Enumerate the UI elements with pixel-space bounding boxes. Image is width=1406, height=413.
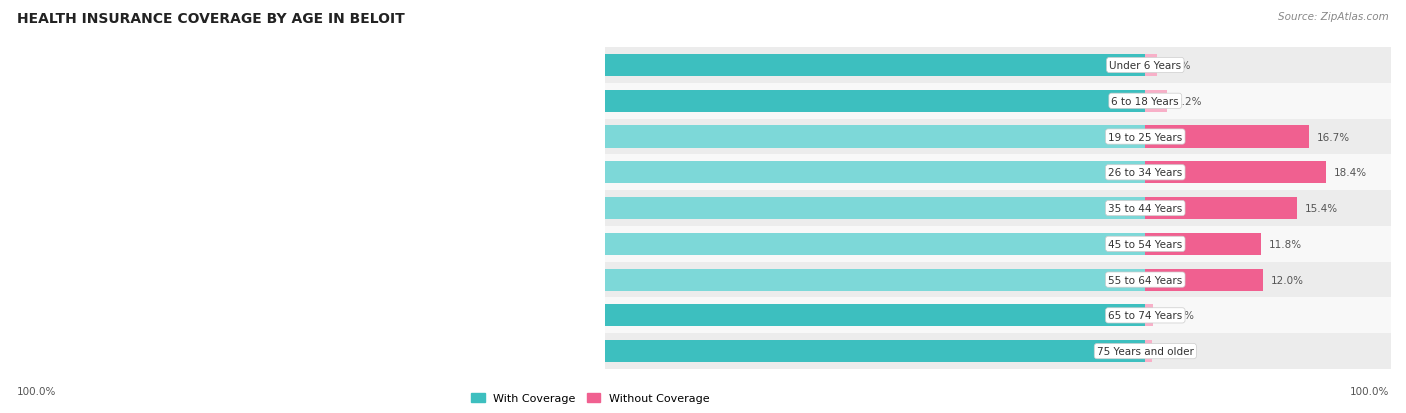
Bar <box>605 119 1391 155</box>
Bar <box>1146 304 1153 327</box>
Text: 26 to 34 Years: 26 to 34 Years <box>1108 168 1182 178</box>
Bar <box>1146 340 1152 362</box>
Text: 75 Years and older: 75 Years and older <box>1097 346 1194 356</box>
Text: 45 to 54 Years: 45 to 54 Years <box>1108 239 1182 249</box>
Bar <box>605 48 1391 84</box>
Text: 81.7%: 81.7% <box>352 168 388 178</box>
Bar <box>169 340 1146 362</box>
Bar <box>1146 233 1261 255</box>
Text: 88.1%: 88.1% <box>290 275 326 285</box>
Text: 100.0%: 100.0% <box>17 387 56 396</box>
Bar <box>1146 126 1309 148</box>
Text: 1.2%: 1.2% <box>1166 61 1191 71</box>
Bar <box>1146 269 1263 291</box>
Text: 15.4%: 15.4% <box>1305 204 1337 214</box>
Text: Under 6 Years: Under 6 Years <box>1109 61 1181 71</box>
Text: 100.0%: 100.0% <box>1350 387 1389 396</box>
Bar <box>1146 197 1296 220</box>
Text: Source: ZipAtlas.com: Source: ZipAtlas.com <box>1278 12 1389 22</box>
Bar <box>605 333 1391 369</box>
Bar <box>343 162 1146 184</box>
Text: 98.8%: 98.8% <box>184 61 221 71</box>
Bar <box>174 55 1146 77</box>
Bar <box>605 191 1391 226</box>
Text: 11.8%: 11.8% <box>1270 239 1302 249</box>
Bar <box>1146 162 1326 184</box>
Bar <box>170 304 1146 327</box>
Legend: With Coverage, Without Coverage: With Coverage, Without Coverage <box>467 388 714 408</box>
Text: 0.83%: 0.83% <box>1161 311 1194 320</box>
Bar <box>605 226 1391 262</box>
Bar <box>314 197 1146 220</box>
Bar <box>605 262 1391 298</box>
Text: 35 to 44 Years: 35 to 44 Years <box>1108 204 1182 214</box>
Bar <box>1146 90 1167 113</box>
Text: 16.7%: 16.7% <box>1317 132 1350 142</box>
Text: 12.0%: 12.0% <box>1271 275 1305 285</box>
Bar <box>280 269 1146 291</box>
Text: 18.4%: 18.4% <box>1334 168 1367 178</box>
Text: 65 to 74 Years: 65 to 74 Years <box>1108 311 1182 320</box>
Text: 6 to 18 Years: 6 to 18 Years <box>1112 97 1180 107</box>
Text: HEALTH INSURANCE COVERAGE BY AGE IN BELOIT: HEALTH INSURANCE COVERAGE BY AGE IN BELO… <box>17 12 405 26</box>
Bar <box>605 84 1391 119</box>
Bar <box>1146 55 1157 77</box>
Text: 2.2%: 2.2% <box>1175 97 1201 107</box>
Text: 83.3%: 83.3% <box>336 132 373 142</box>
Text: 19 to 25 Years: 19 to 25 Years <box>1108 132 1182 142</box>
Text: 0.69%: 0.69% <box>1160 346 1192 356</box>
Bar <box>184 90 1146 113</box>
Text: 99.2%: 99.2% <box>180 311 217 320</box>
Text: 55 to 64 Years: 55 to 64 Years <box>1108 275 1182 285</box>
Bar <box>605 155 1391 191</box>
Bar <box>278 233 1146 255</box>
Text: 84.6%: 84.6% <box>323 204 360 214</box>
Text: 97.8%: 97.8% <box>194 97 231 107</box>
Bar <box>605 298 1391 333</box>
Text: 99.3%: 99.3% <box>179 346 215 356</box>
Text: 88.2%: 88.2% <box>288 239 325 249</box>
Bar <box>326 126 1146 148</box>
